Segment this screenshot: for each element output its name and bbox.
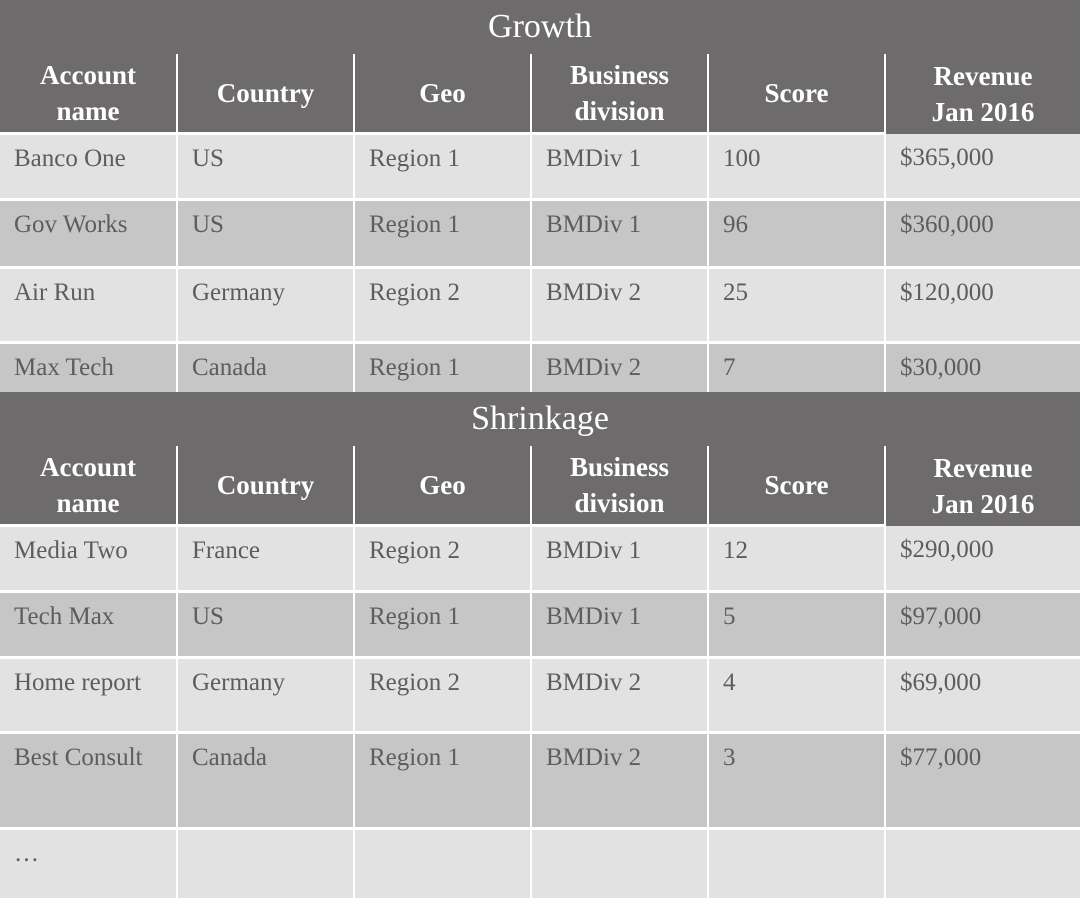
cell-score: 12 bbox=[708, 525, 886, 593]
cell-score: 3 bbox=[708, 732, 886, 830]
shrinkage-title: Shrinkage bbox=[0, 392, 1080, 446]
cell-revenue bbox=[885, 828, 1080, 901]
cell-account: Max Tech bbox=[0, 342, 178, 392]
cell-account: Gov Works bbox=[0, 199, 178, 269]
shrinkage-header-row: Account name Country Geo Business division… bbox=[0, 446, 1080, 527]
cell-geo: Region 1 bbox=[354, 133, 532, 201]
cell-geo: Region 1 bbox=[354, 199, 532, 269]
cell-revenue: $30,000 bbox=[885, 342, 1080, 392]
growth-header-row: Account name Country Geo Business division… bbox=[0, 54, 1080, 135]
table-row: Air Run Germany Region 2 BMDiv 2 25 $120… bbox=[0, 267, 1080, 344]
cell-revenue: $97,000 bbox=[885, 591, 1080, 659]
cell-account: Tech Max bbox=[0, 591, 178, 659]
cell-account: Home report bbox=[0, 657, 178, 734]
cell-geo: Region 2 bbox=[354, 267, 532, 344]
growth-table: Account name Country Geo Business division… bbox=[0, 54, 1080, 392]
cell-score bbox=[708, 828, 886, 901]
cell-division: BMDiv 1 bbox=[531, 199, 709, 269]
table-row: Max Tech Canada Region 1 BMDiv 2 7 $30,0… bbox=[0, 342, 1080, 392]
cell-revenue: $290,000 bbox=[885, 525, 1080, 593]
cell-division: BMDiv 2 bbox=[531, 657, 709, 734]
cell-division: BMDiv 1 bbox=[531, 525, 709, 593]
table-row: Media Two France Region 2 BMDiv 1 12 $29… bbox=[0, 525, 1080, 593]
cell-revenue: $365,000 bbox=[885, 133, 1080, 201]
cell-revenue: $69,000 bbox=[885, 657, 1080, 734]
cell-score: 7 bbox=[708, 342, 886, 392]
cell-division: BMDiv 1 bbox=[531, 591, 709, 659]
cell-division bbox=[531, 828, 709, 901]
cell-country: France bbox=[177, 525, 355, 593]
shrinkage-table: Account name Country Geo Business division… bbox=[0, 446, 1080, 901]
cell-country bbox=[177, 828, 355, 901]
cell-account: Media Two bbox=[0, 525, 178, 593]
cell-geo: Region 1 bbox=[354, 732, 532, 830]
cell-division: BMDiv 2 bbox=[531, 732, 709, 830]
cell-score: 25 bbox=[708, 267, 886, 344]
header-account-name: Account name bbox=[0, 446, 178, 527]
cell-revenue: $77,000 bbox=[885, 732, 1080, 830]
cell-division: BMDiv 1 bbox=[531, 133, 709, 201]
header-score: Score bbox=[708, 446, 886, 527]
cell-country: Canada bbox=[177, 342, 355, 392]
cell-revenue: $360,000 bbox=[885, 199, 1080, 269]
table-row: Gov Works US Region 1 BMDiv 1 96 $360,00… bbox=[0, 199, 1080, 269]
header-country: Country bbox=[177, 54, 355, 135]
header-score: Score bbox=[708, 54, 886, 135]
header-revenue: Revenue Jan 2016 bbox=[885, 446, 1080, 526]
table-row: … bbox=[0, 828, 1080, 901]
cell-country: US bbox=[177, 199, 355, 269]
cell-country: US bbox=[177, 133, 355, 201]
cell-geo: Region 2 bbox=[354, 525, 532, 593]
cell-score: 4 bbox=[708, 657, 886, 734]
cell-score: 96 bbox=[708, 199, 886, 269]
cell-geo: Region 1 bbox=[354, 591, 532, 659]
header-account-name: Account name bbox=[0, 54, 178, 135]
header-geo: Geo bbox=[354, 54, 532, 135]
cell-score: 5 bbox=[708, 591, 886, 659]
table-row: Home report Germany Region 2 BMDiv 2 4 $… bbox=[0, 657, 1080, 734]
cell-account: … bbox=[0, 828, 178, 901]
cell-division: BMDiv 2 bbox=[531, 267, 709, 344]
cell-account: Air Run bbox=[0, 267, 178, 344]
cell-account: Best Consult bbox=[0, 732, 178, 830]
header-revenue: Revenue Jan 2016 bbox=[885, 54, 1080, 134]
growth-title: Growth bbox=[0, 0, 1080, 54]
cell-geo: Region 1 bbox=[354, 342, 532, 392]
header-business-division: Business division bbox=[531, 446, 709, 527]
cell-geo: Region 2 bbox=[354, 657, 532, 734]
header-geo: Geo bbox=[354, 446, 532, 527]
cell-country: Canada bbox=[177, 732, 355, 830]
table-row: Best Consult Canada Region 1 BMDiv 2 3 $… bbox=[0, 732, 1080, 830]
cell-country: Germany bbox=[177, 267, 355, 344]
header-country: Country bbox=[177, 446, 355, 527]
cell-country: US bbox=[177, 591, 355, 659]
cell-revenue: $120,000 bbox=[885, 267, 1080, 344]
cell-division: BMDiv 2 bbox=[531, 342, 709, 392]
table-row: Tech Max US Region 1 BMDiv 1 5 $97,000 bbox=[0, 591, 1080, 659]
cell-geo bbox=[354, 828, 532, 901]
cell-score: 100 bbox=[708, 133, 886, 201]
header-business-division: Business division bbox=[531, 54, 709, 135]
table-row: Banco One US Region 1 BMDiv 1 100 $365,0… bbox=[0, 133, 1080, 201]
cell-country: Germany bbox=[177, 657, 355, 734]
cell-account: Banco One bbox=[0, 133, 178, 201]
